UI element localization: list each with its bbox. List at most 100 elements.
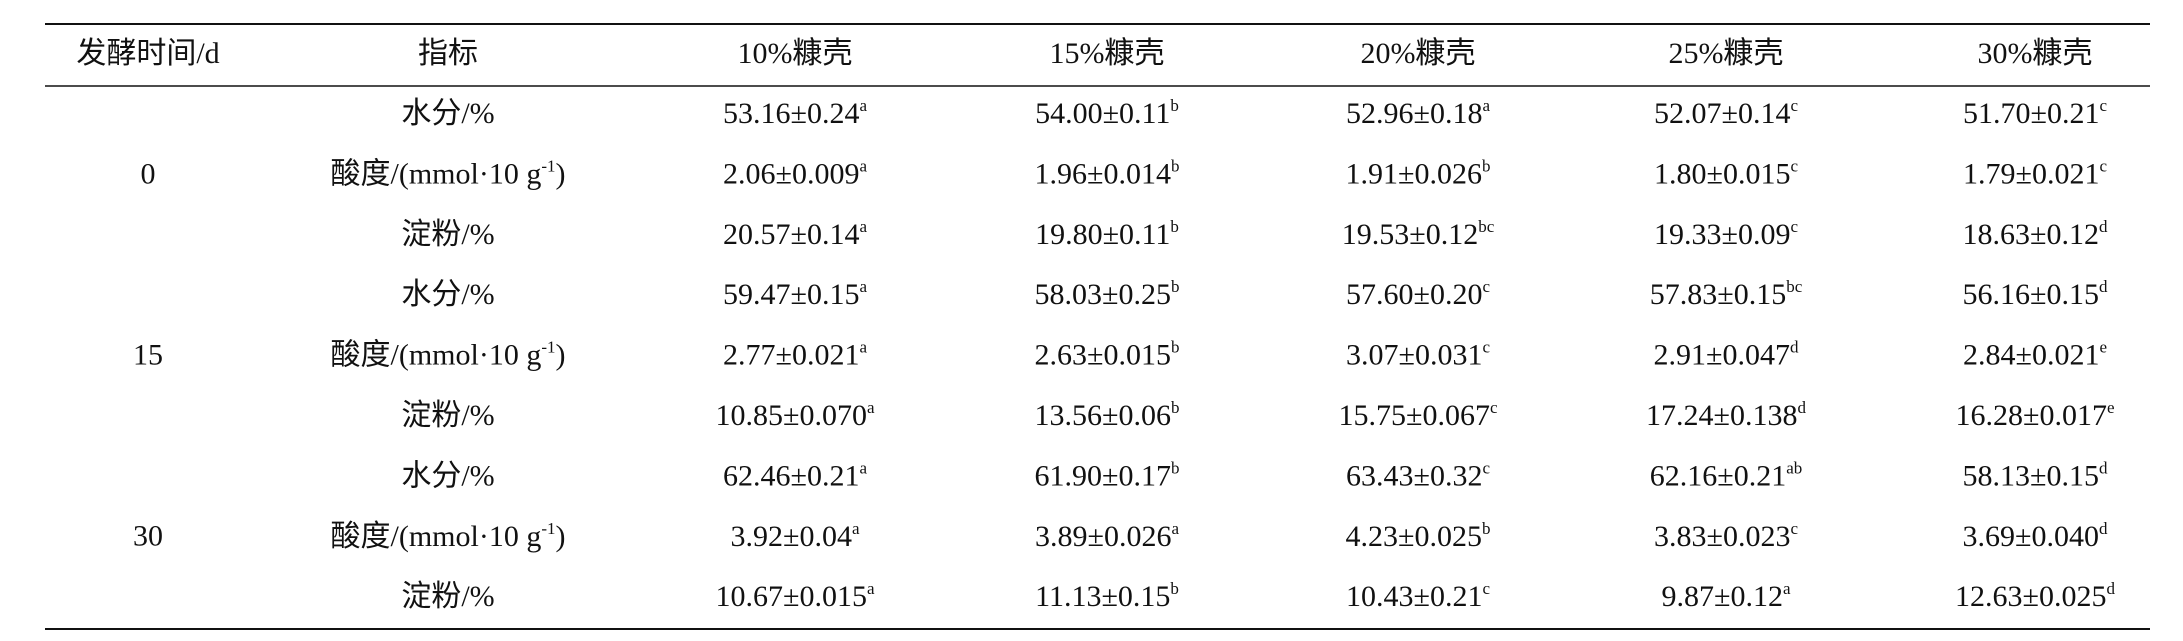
superscript: -1 (541, 338, 555, 357)
superscript: a (1171, 519, 1179, 538)
superscript: c (1482, 338, 1490, 357)
superscript: d (2099, 458, 2108, 477)
superscript: d (2099, 217, 2108, 236)
value-cell: 1.80±0.015c (1654, 156, 1798, 190)
cell-text: 15.75±0.067 (1338, 399, 1489, 432)
value-cell: 52.96±0.18a (1346, 96, 1490, 130)
cell-text: 56.16±0.15 (1963, 278, 2099, 311)
cell-text: 水分/% (401, 278, 494, 311)
value-cell: 3.07±0.031c (1346, 338, 1490, 372)
cell-text: 10.85±0.070 (715, 399, 866, 432)
indicator-cell: 酸度/(mmol·10 g-1) (331, 519, 566, 553)
header-cell: 20%糠壳 (1361, 37, 1476, 70)
superscript: c (2099, 156, 2107, 175)
value-cell: 1.79±0.021c (1963, 156, 2107, 190)
superscript: bc (1786, 277, 1803, 296)
superscript: b (1482, 519, 1491, 538)
superscript: a (1783, 579, 1791, 598)
superscript: bc (1478, 217, 1495, 236)
value-cell: 54.00±0.11b (1035, 96, 1179, 130)
value-cell: 62.16±0.21ab (1650, 458, 1803, 492)
cell-text: 淀粉/% (401, 399, 494, 432)
value-cell: 19.53±0.12bc (1342, 217, 1495, 251)
value-cell: 19.80±0.11b (1035, 217, 1179, 251)
indicator-cell: 酸度/(mmol·10 g-1) (331, 338, 566, 372)
header-cell: 10%糠壳 (738, 37, 853, 70)
cell-text: 13.56±0.06 (1035, 399, 1171, 432)
value-cell: 16.28±0.017e (1955, 398, 2114, 432)
superscript: d (2106, 579, 2115, 598)
value-cell: 15.75±0.067c (1338, 398, 1497, 432)
time-cell: 15 (133, 338, 163, 371)
superscript: c (1490, 398, 1498, 417)
value-cell: 18.63±0.12d (1963, 217, 2108, 251)
header-cell: 30%糠壳 (1978, 37, 2093, 70)
superscript: d (1797, 398, 1806, 417)
cell-text: 12.63±0.025 (1955, 580, 2106, 613)
value-cell: 56.16±0.15d (1963, 277, 2108, 311)
value-cell: 3.83±0.023c (1654, 519, 1798, 553)
value-cell: 1.96±0.014b (1035, 156, 1180, 190)
value-cell: 59.47±0.15a (723, 277, 867, 311)
value-cell: 52.07±0.14c (1654, 96, 1798, 130)
cell-text: 11.13±0.15 (1035, 580, 1170, 613)
cell-text: ) (556, 520, 566, 553)
cell-text: 57.83±0.15 (1650, 278, 1786, 311)
cell-text: 10.67±0.015 (715, 580, 866, 613)
value-cell: 3.92±0.04a (730, 519, 859, 553)
cell-text: 52.07±0.14 (1654, 97, 1790, 130)
superscript: a (859, 277, 867, 296)
superscript: b (1171, 156, 1180, 175)
superscript: b (1171, 277, 1180, 296)
value-cell: 62.46±0.21a (723, 458, 867, 492)
superscript: a (859, 338, 867, 357)
superscript: a (859, 156, 867, 175)
superscript: c (1482, 458, 1490, 477)
cell-text: 3.92±0.04 (730, 520, 851, 553)
value-cell: 57.60±0.20c (1346, 277, 1490, 311)
indicator-cell: 淀粉/% (401, 580, 494, 613)
superscript: c (1482, 579, 1490, 598)
superscript: a (859, 217, 867, 236)
indicator-cell: 水分/% (401, 278, 494, 311)
cell-text: 62.46±0.21 (723, 459, 859, 492)
value-cell: 2.77±0.021a (723, 338, 867, 372)
cell-text: 2.77±0.021 (723, 338, 859, 371)
cell-text: 淀粉/% (401, 218, 494, 251)
superscript: b (1171, 398, 1180, 417)
cell-text: 54.00±0.11 (1035, 97, 1170, 130)
value-cell: 3.69±0.040d (1963, 519, 2108, 553)
value-cell: 10.85±0.070a (715, 398, 874, 432)
cell-text: 16.28±0.017 (1955, 399, 2106, 432)
superscript: d (2099, 519, 2108, 538)
value-cell: 17.24±0.138d (1646, 398, 1806, 432)
cell-text: 9.87±0.12 (1661, 580, 1782, 613)
value-cell: 53.16±0.24a (723, 96, 867, 130)
cell-text: 20.57±0.14 (723, 218, 859, 251)
value-cell: 63.43±0.32c (1346, 458, 1490, 492)
superscript: d (1790, 338, 1799, 357)
cell-text: 1.91±0.026 (1346, 157, 1482, 190)
cell-text: 水分/% (401, 459, 494, 492)
indicator-cell: 淀粉/% (401, 399, 494, 432)
value-cell: 11.13±0.15b (1035, 579, 1179, 613)
cell-text: 58.13±0.15 (1963, 459, 2099, 492)
value-cell: 2.84±0.021e (1963, 338, 2107, 372)
cell-text: 3.07±0.031 (1346, 338, 1482, 371)
cell-text: 59.47±0.15 (723, 278, 859, 311)
superscript: b (1482, 156, 1491, 175)
indicator-cell: 水分/% (401, 459, 494, 492)
value-cell: 10.43±0.21c (1346, 579, 1490, 613)
superscript: b (1170, 217, 1179, 236)
cell-text: 酸度/(mmol·10 g (331, 157, 542, 190)
superscript: -1 (541, 156, 555, 175)
cell-text: 酸度/(mmol·10 g (331, 338, 542, 371)
superscript: c (2099, 96, 2107, 115)
cell-text: 淀粉/% (401, 580, 494, 613)
cell-text: 52.96±0.18 (1346, 97, 1482, 130)
cell-text: 水分/% (401, 97, 494, 130)
value-cell: 51.70±0.21c (1963, 96, 2107, 130)
superscript: b (1170, 579, 1179, 598)
header-cell: 指标 (418, 37, 478, 70)
